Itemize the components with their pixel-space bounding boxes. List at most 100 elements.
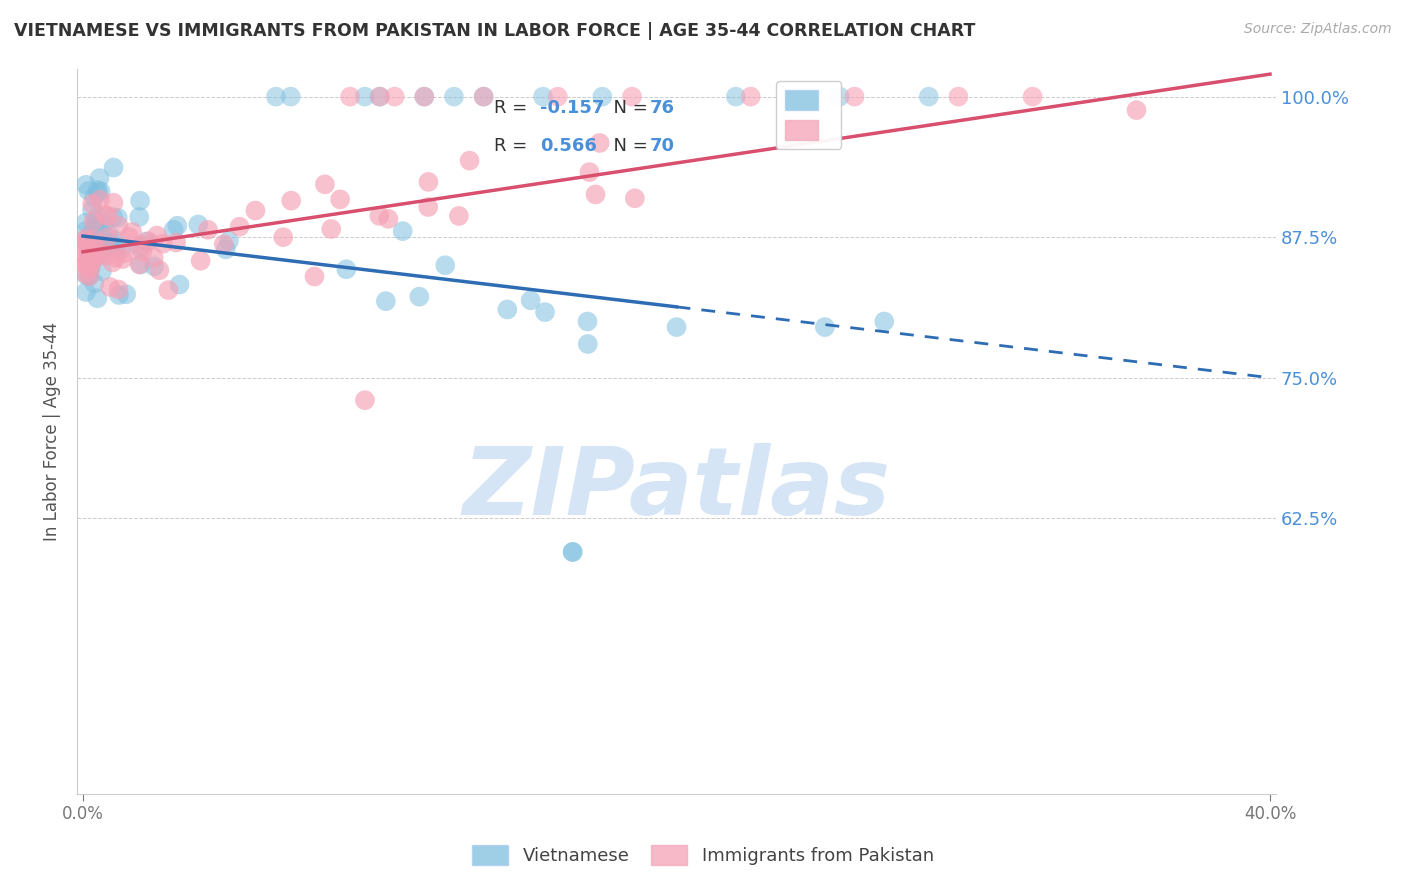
Point bbox=[391, 224, 413, 238]
Point bbox=[79, 261, 101, 276]
Point bbox=[77, 252, 100, 266]
Point bbox=[472, 89, 495, 103]
Point bbox=[1125, 103, 1147, 117]
Point bbox=[107, 211, 129, 225]
Point bbox=[75, 243, 97, 257]
Point bbox=[80, 260, 103, 275]
Point bbox=[75, 178, 97, 192]
Point bbox=[75, 234, 97, 248]
Point bbox=[80, 203, 103, 218]
Point bbox=[80, 234, 103, 248]
Point bbox=[724, 89, 747, 103]
Point bbox=[844, 89, 866, 103]
Point bbox=[128, 257, 150, 271]
Point bbox=[79, 269, 101, 284]
Point bbox=[83, 220, 105, 235]
Point bbox=[578, 165, 600, 179]
Point bbox=[624, 191, 647, 205]
Point bbox=[96, 230, 118, 244]
Legend: , : , bbox=[776, 81, 841, 149]
Point bbox=[166, 219, 188, 233]
Point bbox=[280, 89, 302, 103]
Point bbox=[215, 243, 238, 257]
Point bbox=[79, 228, 101, 243]
Point bbox=[129, 258, 152, 272]
Point bbox=[576, 314, 599, 328]
Point bbox=[83, 214, 105, 228]
Point bbox=[135, 235, 157, 249]
Point bbox=[111, 252, 134, 266]
Point bbox=[87, 244, 110, 258]
Point bbox=[264, 89, 287, 103]
Point bbox=[80, 253, 103, 268]
Point bbox=[828, 89, 851, 103]
Point bbox=[228, 219, 250, 234]
Point bbox=[77, 184, 100, 198]
Point bbox=[519, 293, 541, 308]
Point bbox=[561, 545, 583, 559]
Point bbox=[97, 209, 120, 223]
Point bbox=[94, 244, 117, 258]
Point bbox=[82, 254, 104, 268]
Point bbox=[103, 195, 125, 210]
Point bbox=[121, 225, 143, 239]
Point bbox=[83, 237, 105, 252]
Point bbox=[87, 208, 110, 222]
Point bbox=[89, 223, 111, 237]
Text: -0.157: -0.157 bbox=[540, 99, 605, 118]
Point bbox=[271, 230, 294, 244]
Point bbox=[91, 218, 114, 232]
Point bbox=[547, 89, 569, 103]
Point bbox=[83, 190, 105, 204]
Point bbox=[472, 89, 495, 103]
Point bbox=[129, 241, 152, 255]
Point bbox=[89, 193, 111, 207]
Point bbox=[148, 263, 170, 277]
Point bbox=[75, 224, 97, 238]
Y-axis label: In Labor Force | Age 35-44: In Labor Force | Age 35-44 bbox=[44, 321, 60, 541]
Point bbox=[496, 302, 519, 317]
Point bbox=[75, 267, 97, 281]
Point bbox=[591, 89, 613, 103]
Point bbox=[321, 222, 343, 236]
Point bbox=[413, 89, 436, 103]
Point bbox=[447, 209, 470, 223]
Point bbox=[531, 89, 554, 103]
Point bbox=[86, 291, 108, 305]
Point bbox=[79, 255, 101, 269]
Text: R =: R = bbox=[495, 137, 533, 155]
Point bbox=[83, 233, 105, 247]
Point bbox=[129, 194, 152, 208]
Text: Source: ZipAtlas.com: Source: ZipAtlas.com bbox=[1244, 22, 1392, 37]
Text: ZIPatlas: ZIPatlas bbox=[463, 443, 890, 535]
Point bbox=[354, 393, 377, 408]
Point bbox=[740, 89, 762, 103]
Point bbox=[94, 208, 117, 222]
Point bbox=[75, 237, 97, 252]
Point bbox=[304, 269, 326, 284]
Point bbox=[561, 545, 583, 559]
Point bbox=[131, 244, 153, 259]
Point bbox=[408, 290, 430, 304]
Point bbox=[589, 136, 612, 150]
Point bbox=[115, 287, 138, 301]
Point bbox=[162, 223, 184, 237]
Point bbox=[75, 255, 97, 269]
Point bbox=[98, 235, 121, 250]
Text: VIETNAMESE VS IMMIGRANTS FROM PAKISTAN IN LABOR FORCE | AGE 35-44 CORRELATION CH: VIETNAMESE VS IMMIGRANTS FROM PAKISTAN I… bbox=[14, 22, 976, 40]
Point bbox=[335, 262, 357, 277]
Point bbox=[90, 264, 112, 278]
Point bbox=[82, 240, 104, 254]
Point bbox=[165, 235, 187, 250]
Point bbox=[90, 184, 112, 198]
Point bbox=[96, 248, 118, 262]
Point bbox=[104, 234, 127, 248]
Point bbox=[86, 183, 108, 197]
Point bbox=[75, 251, 97, 265]
Text: N =: N = bbox=[602, 99, 654, 118]
Point bbox=[86, 237, 108, 252]
Point bbox=[576, 337, 599, 351]
Point bbox=[76, 232, 98, 246]
Point bbox=[534, 305, 557, 319]
Point bbox=[108, 288, 131, 302]
